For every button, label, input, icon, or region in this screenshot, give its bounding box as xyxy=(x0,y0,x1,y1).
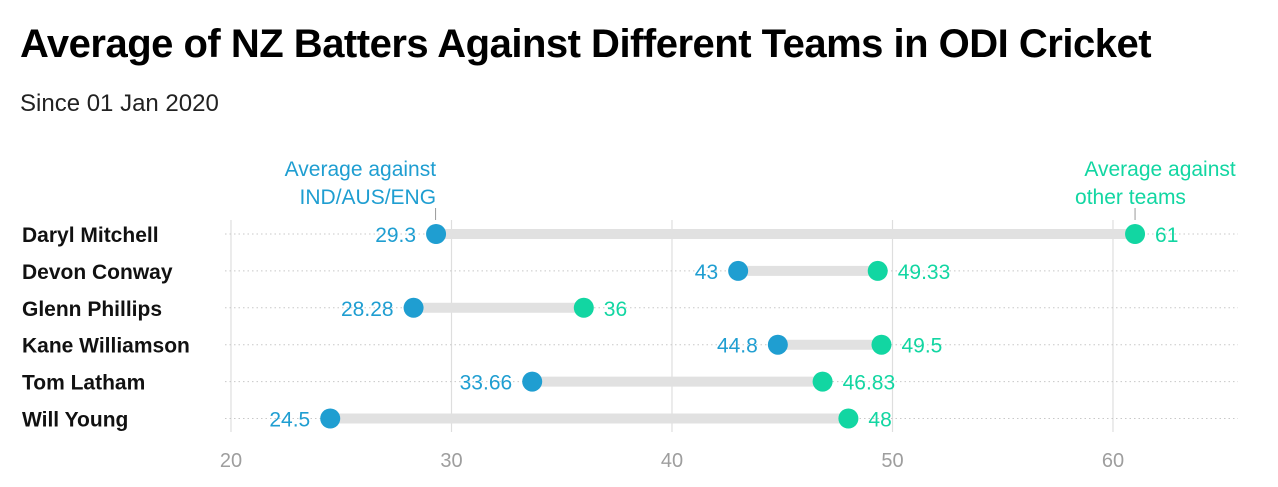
data-points xyxy=(320,224,1146,429)
annotation-other-teams-line-1: Average against xyxy=(1084,158,1236,181)
label-other-teams-will-young: 48 xyxy=(868,409,891,432)
x-tick-label-30: 30 xyxy=(440,450,462,472)
point-ind-aus-eng-kane-williamson xyxy=(767,334,788,355)
x-tick-label-20: 20 xyxy=(220,450,242,472)
point-ind-aus-eng-will-young xyxy=(320,408,341,429)
row-guides xyxy=(225,233,1238,419)
point-other-teams-will-young xyxy=(838,408,859,429)
connectors xyxy=(330,229,1136,424)
category-label-glenn-phillips: Glenn Phillips xyxy=(22,298,162,321)
label-other-teams-daryl-mitchell: 61 xyxy=(1155,224,1178,247)
category-label-daryl-mitchell: Daryl Mitchell xyxy=(22,224,159,247)
label-ind-aus-eng-kane-williamson: 44.8 xyxy=(717,335,758,358)
category-labels: Daryl Mitchell Devon Conway Glenn Phillips… xyxy=(22,224,190,432)
label-ind-aus-eng-glenn-phillips: 28.28 xyxy=(341,298,394,321)
point-ind-aus-eng-tom-latham xyxy=(522,371,543,392)
annotation-other-teams: Average against other teams xyxy=(1075,158,1236,209)
category-label-devon-conway: Devon Conway xyxy=(22,261,173,284)
label-other-teams-devon-conway: 49.33 xyxy=(898,261,951,284)
x-tick-label-60: 60 xyxy=(1102,450,1124,472)
category-label-tom-latham: Tom Latham xyxy=(22,372,145,395)
chart-title: Average of NZ Batters Against Different … xyxy=(20,22,1152,66)
label-ind-aus-eng-tom-latham: 33.66 xyxy=(460,372,513,395)
label-other-teams-glenn-phillips: 36 xyxy=(604,298,627,321)
x-tick-label-50: 50 xyxy=(881,450,903,472)
point-ind-aus-eng-devon-conway xyxy=(728,260,749,281)
data-labels: 29.3 61 43 49.33 28.28 36 44.8 49.5 33.66 46.83 24… xyxy=(269,224,1178,432)
point-other-teams-tom-latham xyxy=(812,371,833,392)
x-axis-ticks: 20 30 40 50 60 xyxy=(220,450,1124,472)
point-other-teams-glenn-phillips xyxy=(573,297,594,318)
annotation-ind-aus-eng: Average against IND/AUS/ENG xyxy=(285,158,437,209)
category-label-will-young: Will Young xyxy=(22,409,128,432)
point-ind-aus-eng-glenn-phillips xyxy=(403,297,424,318)
label-ind-aus-eng-will-young: 24.5 xyxy=(269,409,310,432)
point-other-teams-daryl-mitchell xyxy=(1125,224,1146,244)
chart-subtitle: Since 01 Jan 2020 xyxy=(20,90,219,117)
annotation-other-teams-line-2: other teams xyxy=(1075,186,1186,209)
label-ind-aus-eng-devon-conway: 43 xyxy=(695,261,718,284)
annotation-ind-aus-eng-line-1: Average against xyxy=(285,158,437,181)
label-other-teams-tom-latham: 46.83 xyxy=(843,372,896,395)
gridlines xyxy=(230,220,1114,432)
point-other-teams-devon-conway xyxy=(867,260,888,281)
point-ind-aus-eng-daryl-mitchell xyxy=(426,224,447,244)
point-other-teams-kane-williamson xyxy=(871,334,892,355)
category-label-kane-williamson: Kane Williamson xyxy=(22,335,190,358)
label-ind-aus-eng-daryl-mitchell: 29.3 xyxy=(375,224,416,247)
label-other-teams-kane-williamson: 49.5 xyxy=(901,335,942,358)
annotation-ind-aus-eng-line-2: IND/AUS/ENG xyxy=(300,186,437,209)
x-tick-label-40: 40 xyxy=(661,450,683,472)
